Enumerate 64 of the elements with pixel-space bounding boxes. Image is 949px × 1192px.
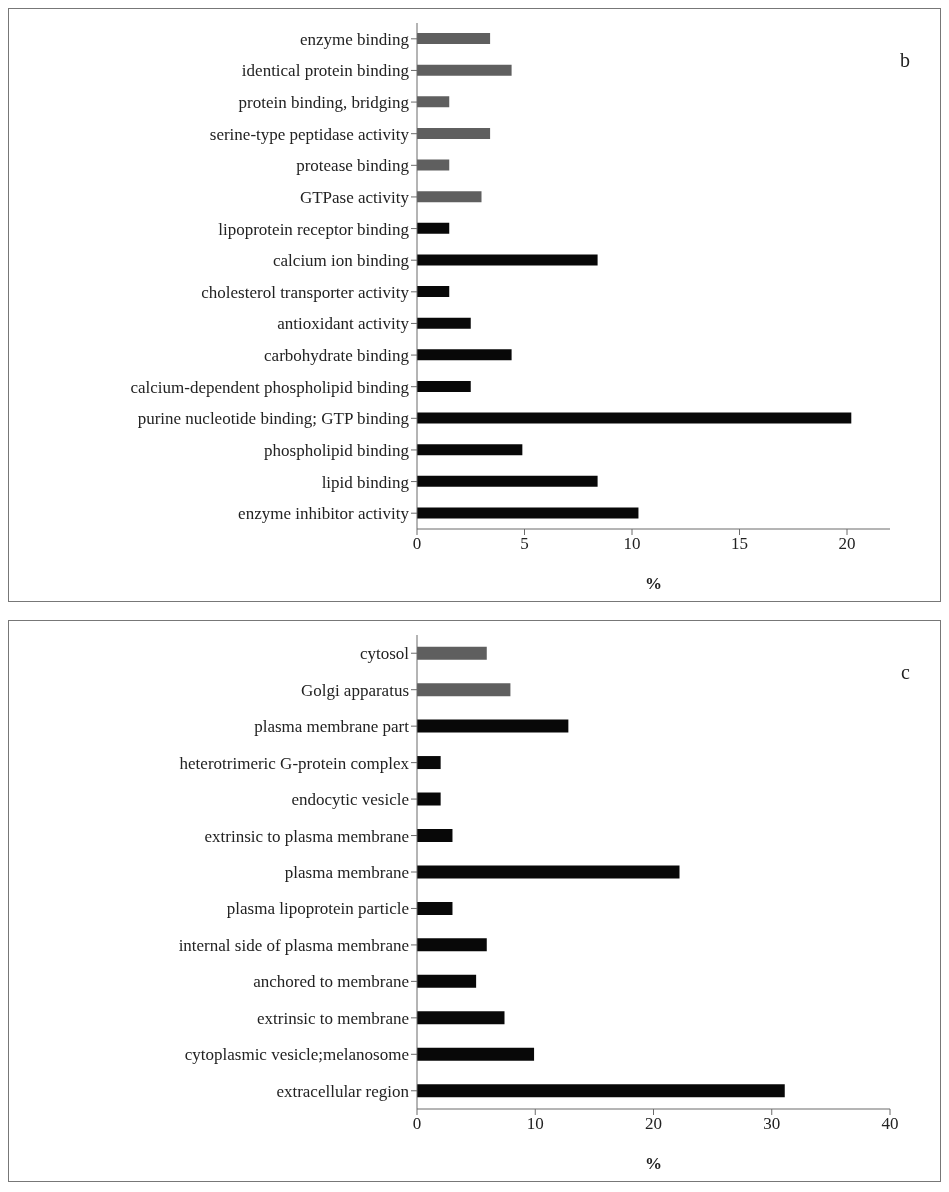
bar: [417, 1084, 785, 1098]
y-tick-label: internal side of plasma membrane: [178, 935, 409, 955]
bar: [417, 938, 487, 952]
x-tick-label: 10: [526, 1114, 544, 1134]
y-tick-label: GTPase activity: [299, 187, 410, 207]
y-tick-label: endocytic vesicle: [291, 790, 409, 810]
bar: [417, 381, 471, 392]
y-tick-label: cytosol: [359, 644, 410, 664]
x-tick-label: 0: [412, 1114, 422, 1134]
y-tick-label: enzyme binding: [299, 29, 410, 49]
bar: [417, 828, 453, 842]
y-tick-label: plasma membrane: [284, 863, 409, 883]
bar: [417, 507, 639, 519]
x-tick-label: 10: [623, 534, 641, 554]
y-tick-label: extrinsic to membrane: [256, 1008, 409, 1028]
text: b: [900, 49, 910, 72]
x-axis-title: %: [645, 574, 662, 593]
y-tick-label: lipid binding: [321, 472, 410, 492]
y-tick-label: plasma lipoprotein particle: [226, 899, 409, 919]
x-tick-label: 15: [731, 534, 748, 554]
x-tick-label: 20: [645, 1114, 662, 1134]
bar: [417, 865, 680, 879]
y-tick-label: identical protein binding: [241, 61, 410, 81]
bar: [417, 719, 569, 733]
bar: [417, 974, 477, 988]
bar: [417, 286, 450, 298]
bar: [417, 317, 471, 329]
y-tick-label: Golgi apparatus: [300, 680, 409, 700]
bar: [417, 412, 852, 424]
y-tick-label: calcium ion binding: [273, 251, 410, 271]
x-tick-label: 0: [412, 534, 422, 554]
x-axis-title: %: [645, 1154, 662, 1173]
y-tick-label: phospholipid binding: [264, 440, 410, 460]
y-tick-label: heterotrimeric G-protein complex: [179, 753, 410, 773]
bar: [417, 756, 441, 770]
y-tick-label: cytoplasmic vesicle;melanosome: [184, 1045, 409, 1065]
y-tick-label: purine nucleotide binding; GTP binding: [137, 409, 410, 429]
bar: [417, 1047, 535, 1061]
text: c: [901, 661, 910, 684]
y-tick-label: calcium-dependent phospholipid binding: [130, 377, 410, 397]
x-tick-label: 40: [881, 1114, 899, 1134]
y-tick-label: carbohydrate binding: [264, 346, 410, 366]
bar: [417, 222, 450, 234]
bar: [417, 475, 598, 487]
y-tick-label: enzyme inhibitor activity: [238, 504, 410, 524]
y-tick-label: extrinsic to plasma membrane: [204, 826, 409, 846]
y-tick-label: protein binding, bridging: [238, 93, 410, 113]
y-tick-label: serine-type peptidase activity: [209, 124, 410, 144]
y-tick-label: anchored to membrane: [253, 972, 409, 992]
bar: [417, 792, 441, 806]
y-tick-label: plasma membrane part: [254, 717, 410, 737]
y-tick-label: cholesterol transporter activity: [201, 282, 410, 302]
bar: [417, 901, 453, 915]
x-tick-label: 20: [838, 534, 856, 554]
bar: [417, 1011, 505, 1025]
y-tick-label: protease binding: [296, 156, 410, 176]
y-tick-label: antioxidant activity: [277, 314, 410, 334]
bar: [417, 349, 512, 361]
x-tick-label: 5: [520, 534, 529, 554]
bar: [417, 254, 598, 266]
y-tick-label: lipoprotein receptor binding: [218, 219, 410, 239]
y-tick-label: extracellular region: [276, 1081, 410, 1101]
x-tick-label: 30: [763, 1114, 781, 1134]
bar: [417, 444, 523, 456]
